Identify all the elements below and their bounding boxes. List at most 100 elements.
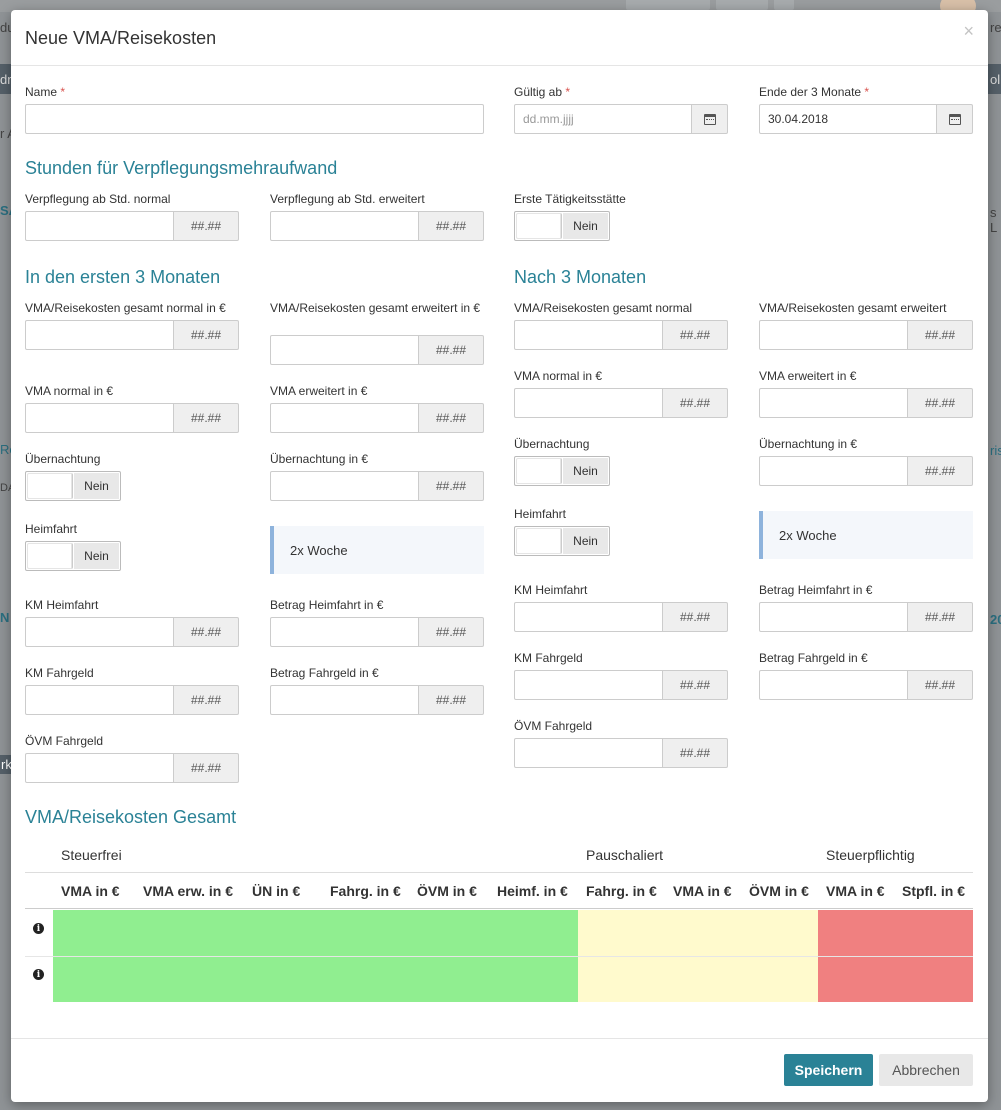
after-vma-normal-group: ##.## <box>514 388 728 418</box>
ende-input[interactable] <box>759 104 937 134</box>
after-vma-erweitert-group: ##.## <box>759 388 973 418</box>
after-oevm-fahrgeld-input[interactable] <box>514 738 663 768</box>
row-steuerpflichtig-cell <box>818 957 973 1002</box>
column-header: ÖVM in € <box>417 883 477 899</box>
after-km-fahrgeld-input[interactable] <box>514 670 663 700</box>
column-header: Stpfl. in € <box>902 883 965 899</box>
first-uebernachtung-toggle[interactable]: Nein <box>25 471 121 501</box>
first-km-fahrgeld-input[interactable] <box>25 685 174 715</box>
column-header: ÖVM in € <box>749 883 809 899</box>
erste-taetigkeitsstaette-label: Erste Tätigkeitsstätte <box>514 192 626 206</box>
verpflegung-erweitert-input[interactable] <box>270 211 419 241</box>
after-betrag-fahrgeld-input[interactable] <box>759 670 908 700</box>
background-text: du <box>0 20 15 35</box>
name-input[interactable] <box>25 104 484 134</box>
number-format-addon: ##.## <box>419 403 484 433</box>
first-betrag-heimfahrt-label: Betrag Heimfahrt in € <box>270 598 384 612</box>
table-divider <box>25 908 973 909</box>
toggle-knob <box>516 458 562 484</box>
column-header: VMA in € <box>826 883 885 899</box>
after-betrag-fahrgeld-group: ##.## <box>759 670 973 700</box>
first-heimfahrt-toggle[interactable]: Nein <box>25 541 121 571</box>
first-vma-erweitert-label: VMA erweitert in € <box>270 384 368 398</box>
first-betrag-fahrgeld-input[interactable] <box>270 685 419 715</box>
calendar-button[interactable] <box>692 104 728 134</box>
name-label: Name * <box>25 85 66 99</box>
after-uebernachtung-label: Übernachtung <box>514 437 590 451</box>
after-vma-erweitert-input[interactable] <box>759 388 908 418</box>
first-uebernachtung-eur-input[interactable] <box>270 471 419 501</box>
first-uebernachtung-eur-group: ##.## <box>270 471 484 501</box>
first-km-fahrgeld-label: KM Fahrgeld <box>25 666 94 680</box>
number-format-addon: ##.## <box>663 670 728 700</box>
ende-datepicker <box>759 104 973 134</box>
after-km-heimfahrt-input[interactable] <box>514 602 663 632</box>
row-pauschaliert-cell <box>578 957 818 1002</box>
after-vma-normal-input[interactable] <box>514 388 663 418</box>
background-text: oli <box>990 72 1001 87</box>
first-vma-gesamt-normal-input[interactable] <box>25 320 174 350</box>
background-tab <box>626 0 710 10</box>
row-pauschaliert-cell <box>578 910 818 956</box>
background-text: s L <box>990 205 998 235</box>
cancel-button[interactable]: Abbrechen <box>879 1054 973 1086</box>
section-title-after-3-months: Nach 3 Monaten <box>514 267 647 287</box>
first-vma-gesamt-normal-label: VMA/Reisekosten gesamt normal in € <box>25 301 226 315</box>
background-text: rk <box>0 755 13 774</box>
verpflegung-erweitert-input-group: ##.## <box>270 211 484 241</box>
row-steuerfrei-cell <box>53 910 578 956</box>
toggle-state: Nein <box>74 543 119 569</box>
number-format-addon: ##.## <box>174 685 239 715</box>
table-divider <box>25 956 973 957</box>
after-uebernachtung-toggle[interactable]: Nein <box>514 456 610 486</box>
row-info-icon[interactable]: i <box>33 923 44 934</box>
after-vma-normal-label: VMA normal in € <box>514 369 603 383</box>
first-oevm-fahrgeld-group: ##.## <box>25 753 239 783</box>
after-km-heimfahrt-label: KM Heimfahrt <box>514 583 588 597</box>
number-format-addon: ##.## <box>419 471 484 501</box>
calendar-button[interactable] <box>937 104 973 134</box>
gueltig-ab-label: Gültig ab * <box>514 85 571 99</box>
after-heimfahrt-toggle[interactable]: Nein <box>514 526 610 556</box>
first-oevm-fahrgeld-input[interactable] <box>25 753 174 783</box>
first-km-heimfahrt-input[interactable] <box>25 617 174 647</box>
first-km-fahrgeld-group: ##.## <box>25 685 239 715</box>
number-format-addon: ##.## <box>663 388 728 418</box>
first-vma-gesamt-erweitert-input[interactable] <box>270 335 419 365</box>
after-oevm-fahrgeld-label: ÖVM Fahrgeld <box>514 719 593 733</box>
number-format-addon: ##.## <box>908 670 973 700</box>
section-title-stunden: Stunden für Verpflegungsmehraufwand <box>25 158 338 178</box>
toggle-state: Nein <box>563 458 608 484</box>
after-betrag-heimfahrt-input[interactable] <box>759 602 908 632</box>
close-icon[interactable]: × <box>963 21 974 41</box>
first-vma-normal-label: VMA normal in € <box>25 384 114 398</box>
number-format-addon: ##.## <box>419 685 484 715</box>
after-heimfahrt-frequency-box: 2x Woche <box>759 511 973 559</box>
first-vma-normal-input[interactable] <box>25 403 174 433</box>
number-format-addon: ##.## <box>908 602 973 632</box>
first-betrag-fahrgeld-group: ##.## <box>270 685 484 715</box>
first-vma-normal-group: ##.## <box>25 403 239 433</box>
row-info-icon[interactable]: i <box>33 969 44 980</box>
verpflegung-normal-input[interactable] <box>25 211 174 241</box>
after-uebernachtung-eur-input[interactable] <box>759 456 908 486</box>
background-text: N <box>0 610 10 625</box>
save-button[interactable]: Speichern <box>784 1054 873 1086</box>
group-header-steuerfrei: Steuerfrei <box>61 847 122 863</box>
erste-taetigkeitsstaette-toggle[interactable]: Nein <box>514 211 610 241</box>
column-header: VMA in € <box>61 883 120 899</box>
after-vma-gesamt-erweitert-input[interactable] <box>759 320 908 350</box>
gueltig-ab-input[interactable] <box>514 104 692 134</box>
toggle-state: Nein <box>563 213 608 239</box>
number-format-addon: ##.## <box>419 335 484 365</box>
number-format-addon: ##.## <box>908 388 973 418</box>
first-vma-gesamt-erweitert-group: ##.## <box>270 335 484 365</box>
modal-title: Neue VMA/Reisekosten <box>25 28 217 48</box>
after-vma-gesamt-normal-input[interactable] <box>514 320 663 350</box>
first-betrag-heimfahrt-input[interactable] <box>270 617 419 647</box>
first-vma-erweitert-input[interactable] <box>270 403 419 433</box>
section-title-totals: VMA/Reisekosten Gesamt <box>25 807 237 827</box>
after-km-fahrgeld-label: KM Fahrgeld <box>514 651 583 665</box>
background-text: dr <box>0 72 12 87</box>
after-vma-gesamt-normal-group: ##.## <box>514 320 728 350</box>
